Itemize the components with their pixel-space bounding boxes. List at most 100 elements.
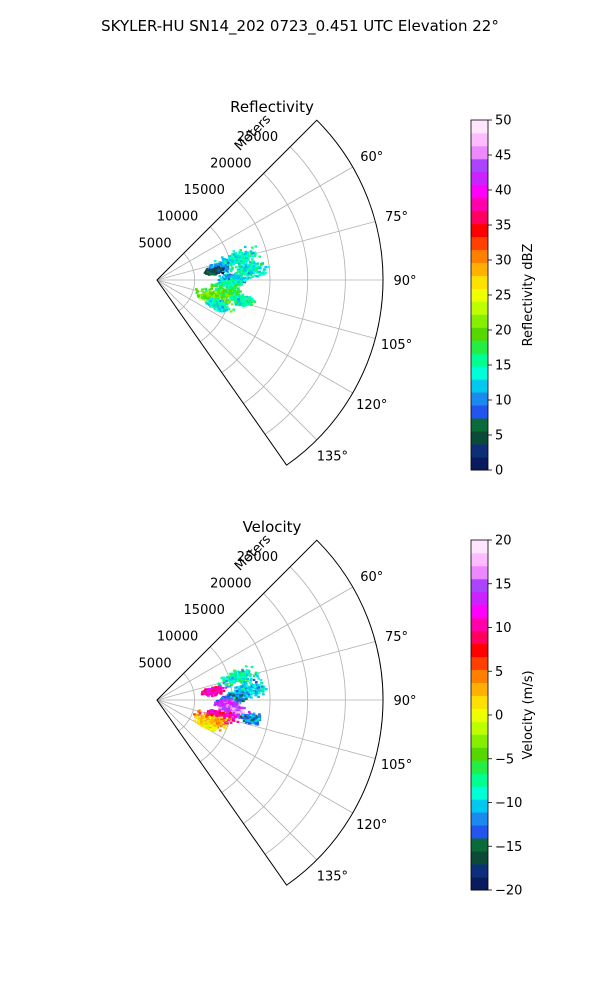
echo-pixel: [233, 714, 237, 717]
echo-pixel: [240, 681, 243, 685]
echo-pixel: [244, 687, 247, 690]
echo-pixel: [247, 673, 251, 676]
azimuth-tick-label: 105°: [381, 338, 412, 353]
echo-pixel: [247, 693, 250, 696]
echo-pixel: [251, 252, 255, 255]
echo-pixel: [236, 258, 240, 261]
echo-pixel: [217, 686, 220, 689]
echo-pixel: [248, 695, 251, 698]
echo-pixel: [207, 687, 211, 691]
echo-pixel: [234, 704, 237, 707]
echo-pixel: [221, 265, 225, 268]
echo-pixel: [248, 299, 252, 302]
echo-pixel: [237, 277, 241, 280]
echo-pixel: [230, 691, 234, 694]
echo-pixel: [226, 704, 229, 707]
echo-pixel: [236, 275, 239, 278]
echo-pixel: [244, 714, 247, 717]
echo-pixel: [242, 711, 246, 714]
echo-pixel: [208, 290, 212, 293]
echo-pixel: [245, 255, 249, 258]
azimuth-tick-label: 60°: [360, 150, 383, 165]
echo-pixel: [220, 288, 224, 292]
echo-pixel: [232, 704, 235, 707]
echo-pixel: [226, 261, 230, 264]
echo-pixel: [235, 696, 238, 699]
colorbar-tick-label: 0: [495, 709, 503, 724]
figure-title: SKYLER-HU SN14_202 0723_0.451 UTC Elevat…: [101, 17, 499, 36]
echo-pixel: [232, 707, 235, 711]
echo-pixel: [213, 703, 217, 707]
echo-pixel: [209, 265, 212, 269]
echo-pixel: [242, 262, 246, 265]
echo-pixel: [223, 280, 226, 283]
echo-pixel: [232, 709, 236, 712]
echo-pixel: [193, 713, 196, 716]
echo-pixel: [215, 285, 219, 288]
echo-pixel: [214, 283, 218, 286]
echo-pixel: [217, 716, 221, 719]
echo-pixel: [230, 292, 233, 295]
echo-pixel: [229, 707, 233, 711]
colorbar-segment: [471, 695, 488, 709]
echo-pixel: [195, 715, 199, 718]
echo-pixel: [209, 716, 213, 719]
echo-pixel: [242, 688, 245, 691]
echo-pixel: [258, 684, 261, 687]
echo-pixel: [250, 665, 254, 669]
echo-pixel: [250, 721, 254, 724]
colorbar-label: Velocity (m/s): [521, 670, 536, 759]
echo-pixel: [246, 263, 250, 267]
echo-pixel: [240, 677, 244, 680]
echo-pixel: [225, 702, 228, 705]
echo-pixel: [254, 719, 257, 722]
echo-pixel: [237, 262, 241, 265]
colorbar-segment: [471, 431, 488, 445]
echo-pixel: [235, 711, 238, 714]
echo-pixel: [245, 272, 248, 275]
echo-pixel: [254, 673, 258, 676]
echo-pixel: [237, 293, 240, 296]
echo-pixel: [233, 700, 237, 703]
range-tick-label: 5000: [139, 656, 172, 671]
echo-pixel: [215, 699, 219, 703]
echo-pixel: [198, 709, 201, 712]
echo-pixel: [253, 254, 257, 257]
echo-pixel: [231, 266, 234, 269]
echo-pixel: [238, 254, 242, 257]
colorbar-segment: [471, 630, 488, 645]
azimuth-tick-label: 105°: [381, 758, 412, 773]
echo-pixel: [222, 678, 225, 681]
echo-pixel: [215, 300, 218, 303]
echo-pixel: [222, 723, 226, 726]
echo-pixel: [249, 679, 252, 682]
echo-pixel: [252, 684, 255, 687]
echo-pixel: [241, 717, 245, 720]
echo-pixel: [226, 685, 229, 688]
colorbar-segment: [471, 314, 488, 328]
echo-pixel: [225, 713, 229, 717]
colorbar: 0 5 10 15 20 25 30 35 40 45 50 Reflectivity dBZ: [470, 114, 536, 479]
echo-pixel: [220, 712, 224, 715]
echo-pixel: [250, 299, 254, 302]
echo-pixel: [230, 257, 233, 260]
echo-pixel: [254, 671, 258, 674]
echo-pixel: [235, 266, 238, 269]
echo-pixel: [222, 270, 226, 273]
echo-pixel: [214, 693, 218, 696]
echo-pixel: [233, 681, 236, 684]
echo-pixel: [229, 680, 233, 684]
echo-pixel: [212, 293, 215, 296]
echo-pixel: [222, 719, 226, 723]
echo-pixel: [244, 689, 248, 692]
echo-pixel: [237, 269, 240, 272]
azimuth-tick-label: 120°: [356, 398, 387, 413]
echo-pixel: [246, 278, 249, 281]
echo-pixel: [259, 689, 263, 692]
echo-pixel: [215, 303, 219, 306]
echo-pixel: [245, 265, 248, 268]
echo-pixel: [249, 272, 253, 275]
colorbar-segment: [471, 617, 488, 632]
echo-pixel: [221, 696, 225, 699]
azimuth-tick-label: 135°: [317, 869, 348, 884]
